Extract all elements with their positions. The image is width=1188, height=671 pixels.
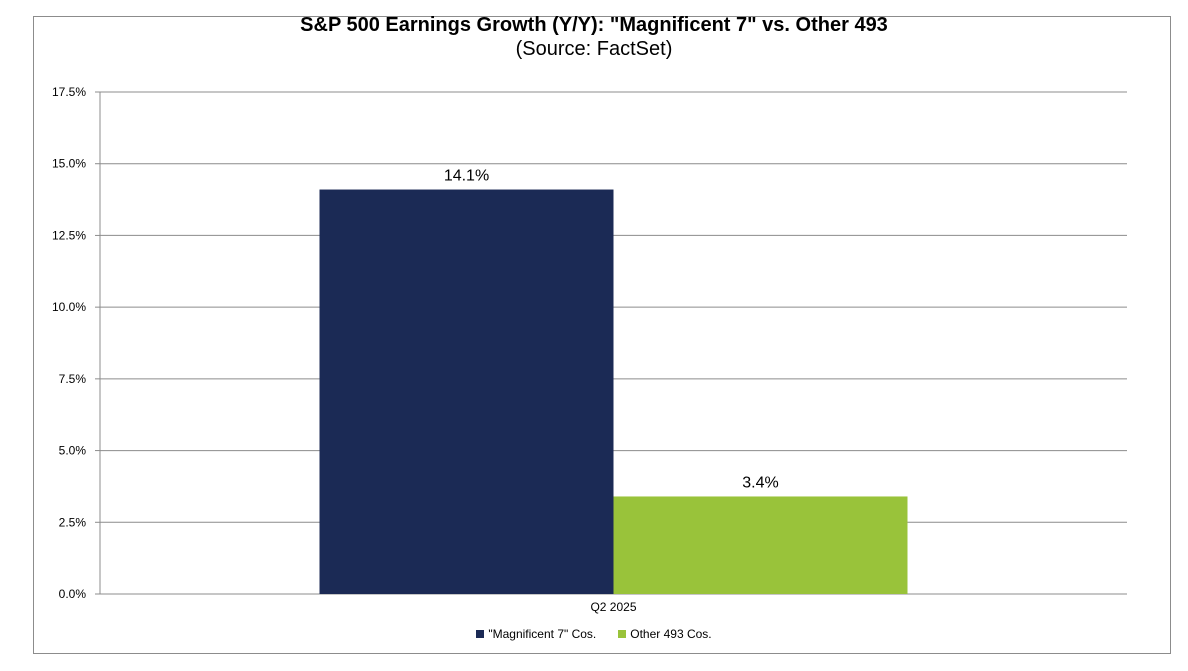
legend-label-magnificent-7: "Magnificent 7" Cos. (488, 627, 597, 641)
legend: "Magnificent 7" Cos. Other 493 Cos. (0, 627, 1188, 641)
legend-swatch-other-493 (618, 630, 627, 638)
data-label: 3.4% (742, 474, 778, 491)
y-tick-label: 0.0% (59, 587, 87, 601)
y-tick-label: 10.0% (52, 300, 86, 314)
y-tick-label: 5.0% (59, 444, 87, 458)
chart-subtitle: (Source: FactSet) (515, 38, 673, 60)
legend-swatch-magnificent-7 (476, 630, 485, 638)
legend-item-other-493: Other 493 Cos. (618, 627, 712, 641)
y-tick-label: 17.5% (52, 85, 86, 99)
x-tick-label: Q2 2025 (590, 600, 636, 614)
y-tick-label: 12.5% (52, 228, 86, 242)
y-tick-label: 7.5% (59, 372, 87, 386)
y-tick-label: 15.0% (52, 157, 86, 171)
y-tick-label: 2.5% (59, 515, 87, 529)
data-label: 14.1% (444, 168, 489, 185)
bar (319, 189, 614, 594)
legend-label-other-493: Other 493 Cos. (630, 627, 712, 641)
legend-item-magnificent-7: "Magnificent 7" Cos. (476, 627, 596, 641)
chart-title: S&P 500 Earnings Growth (Y/Y): "Magnific… (300, 14, 888, 36)
bar (613, 496, 908, 594)
